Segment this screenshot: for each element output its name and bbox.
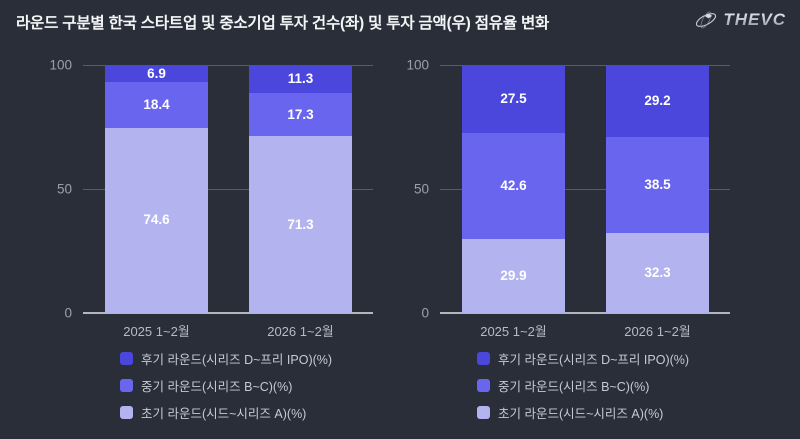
value-label: 29.9 — [500, 268, 527, 284]
legend-item: 중기 라운드(시리즈 B~C)(%) — [120, 376, 332, 395]
chart-investment-amount: 0 50 100 27.5 42.6 29.9 29.2 38.5 32.3 2025 1~2… — [387, 58, 737, 421]
bar-segment: 29.2 — [606, 65, 709, 138]
bar-segment: 32.3 — [606, 232, 709, 313]
value-label: 71.3 — [287, 216, 314, 232]
grid-line — [440, 65, 730, 66]
bar-segment: 42.6 — [462, 133, 565, 239]
plot-area: 6.9 18.4 74.6 11.3 17.3 71.3 — [83, 65, 373, 314]
stacked-bar: 11.3 17.3 71.3 — [249, 65, 352, 313]
brand-logo: THEVC — [693, 7, 786, 33]
bar-segment: 29.9 — [462, 238, 565, 313]
zero-axis-line — [83, 312, 373, 314]
value-label: 27.5 — [500, 91, 527, 107]
y-tick-label: 100 — [49, 57, 72, 73]
legend-label: 초기 라운드(시드~시리즈 A)(%) — [498, 407, 664, 421]
charts-row: 0 50 100 6.9 18.4 74.6 11.3 17.3 71.3 2025 1~2월… — [0, 58, 800, 425]
grid-line — [83, 65, 373, 66]
y-tick-label: 0 — [64, 305, 72, 321]
thevc-orbit-icon — [696, 11, 717, 29]
y-axis: 0 50 100 — [387, 58, 429, 321]
legend-swatch — [120, 379, 133, 392]
legend-swatch — [477, 379, 490, 392]
value-label: 17.3 — [287, 106, 314, 122]
bar-segment: 38.5 — [606, 137, 709, 233]
legend-label: 후기 라운드(시리즈 D~프리 IPO)(%) — [141, 353, 333, 367]
y-tick-label: 0 — [421, 305, 429, 321]
legend-label: 초기 라운드(시드~시리즈 A)(%) — [141, 407, 307, 421]
legend-item: 초기 라운드(시드~시리즈 A)(%) — [120, 403, 332, 422]
page-title: 라운드 구분별 한국 스타트업 및 중소기업 투자 건수(좌) 및 투자 금액(… — [16, 15, 550, 32]
legend: 후기 라운드(시리즈 D~프리 IPO)(%) 중기 라운드(시리즈 B~C)(%… — [120, 349, 332, 422]
value-label: 18.4 — [143, 97, 170, 113]
x-tick-label: 2025 1~2월 — [480, 324, 547, 339]
legend-item: 후기 라운드(시리즈 D~프리 IPO)(%) — [120, 349, 332, 368]
legend-swatch — [477, 406, 490, 419]
stacked-bar: 6.9 18.4 74.6 — [105, 65, 208, 313]
bar-segment: 27.5 — [462, 65, 565, 134]
stacked-bar: 29.2 38.5 32.3 — [606, 65, 709, 313]
value-label: 6.9 — [147, 65, 166, 81]
legend-item: 초기 라운드(시드~시리즈 A)(%) — [477, 403, 689, 422]
brand-name: THEVC — [723, 10, 786, 29]
grid-line — [83, 189, 373, 190]
legend: 후기 라운드(시리즈 D~프리 IPO)(%) 중기 라운드(시리즈 B~C)(%… — [477, 349, 689, 422]
grid-line — [440, 189, 730, 190]
value-label: 29.2 — [644, 93, 671, 109]
legend-label: 후기 라운드(시리즈 D~프리 IPO)(%) — [498, 353, 690, 367]
value-label: 74.6 — [143, 212, 170, 228]
y-tick-label: 50 — [413, 181, 429, 197]
value-label: 42.6 — [500, 178, 527, 194]
x-tick-label: 2025 1~2월 — [123, 324, 190, 339]
x-tick-label: 2026 1~2월 — [624, 324, 691, 339]
bar-segment: 6.9 — [105, 65, 208, 83]
legend-swatch — [120, 406, 133, 419]
y-axis: 0 50 100 — [30, 58, 72, 321]
y-tick-label: 100 — [406, 57, 429, 73]
x-axis: 2025 1~2월 2026 1~2월 — [83, 321, 373, 341]
legend-swatch — [477, 352, 490, 365]
value-label: 38.5 — [644, 177, 671, 193]
x-axis: 2025 1~2월 2026 1~2월 — [440, 321, 730, 341]
bar-segment: 71.3 — [249, 135, 352, 313]
zero-axis-line — [440, 312, 730, 314]
x-tick-label: 2026 1~2월 — [267, 324, 334, 339]
legend-item: 중기 라운드(시리즈 B~C)(%) — [477, 376, 689, 395]
bar-segment: 18.4 — [105, 82, 208, 128]
value-label: 11.3 — [287, 71, 314, 87]
value-label: 32.3 — [644, 265, 671, 281]
legend-label: 중기 라운드(시리즈 B~C)(%) — [141, 380, 293, 394]
legend-label: 중기 라운드(시리즈 B~C)(%) — [498, 380, 650, 394]
bar-segment: 11.3 — [249, 65, 352, 94]
stacked-bar: 27.5 42.6 29.9 — [462, 65, 565, 313]
bar-segment: 17.3 — [249, 93, 352, 136]
plot-area: 27.5 42.6 29.9 29.2 38.5 32.3 — [440, 65, 730, 314]
y-tick-label: 50 — [56, 181, 72, 197]
chart-investment-count: 0 50 100 6.9 18.4 74.6 11.3 17.3 71.3 2025 1~2월… — [30, 58, 380, 421]
legend-swatch — [120, 352, 133, 365]
bar-segment: 74.6 — [105, 127, 208, 313]
legend-item: 후기 라운드(시리즈 D~프리 IPO)(%) — [477, 349, 689, 368]
